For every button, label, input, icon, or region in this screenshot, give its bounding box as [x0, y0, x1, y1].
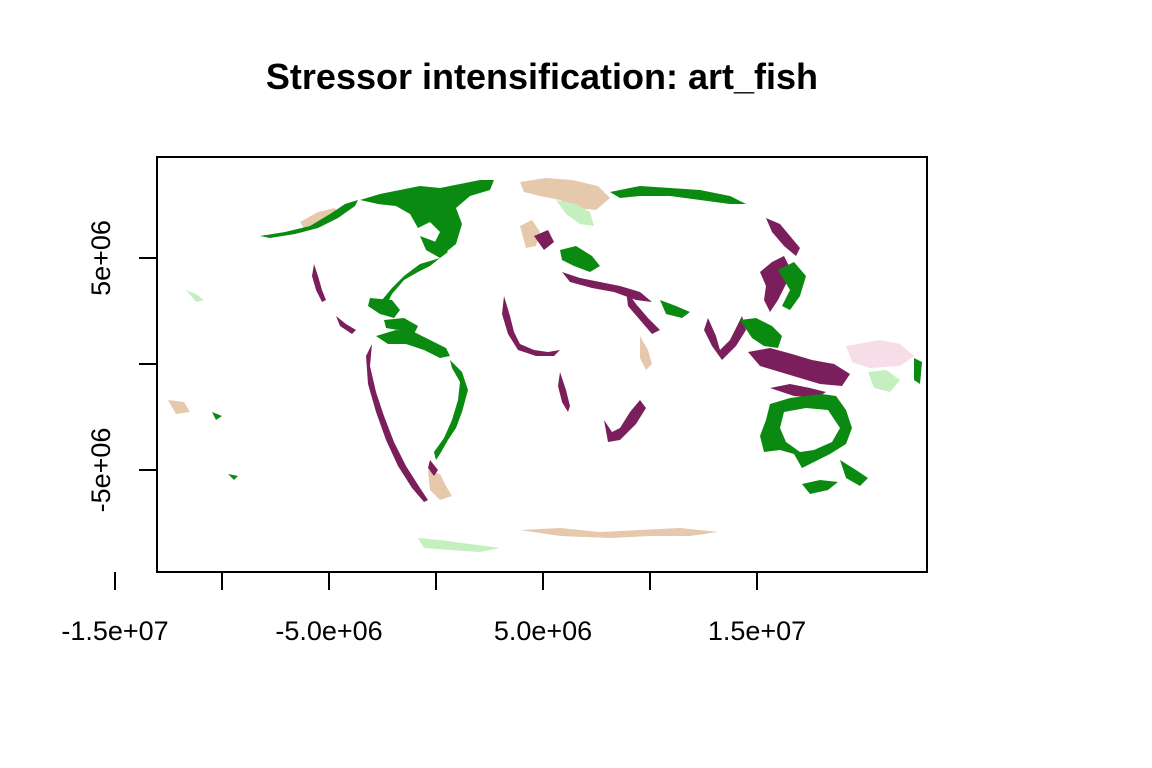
raster-europe-north-lightgreen	[556, 200, 594, 226]
raster-pacific-left-lightgreen	[186, 290, 204, 302]
raster-japan-purple	[766, 218, 800, 256]
y-tick-label-0: 5e+06	[86, 220, 116, 296]
raster-china-green	[778, 262, 806, 310]
raster-alaska-green	[260, 200, 358, 238]
raster-caribbean-green	[384, 318, 418, 334]
raster-europe-tan	[520, 220, 540, 248]
raster-indonesia-purple2	[770, 384, 826, 398]
raster-antarctic-tan	[520, 528, 718, 538]
raster-sa-north-green	[376, 330, 450, 358]
x-tick-label-2: 5.0e+06	[494, 616, 592, 646]
raster-baltic-purple	[534, 230, 554, 250]
raster-alaska-tan	[300, 208, 338, 230]
raster-pacific-left-tan	[168, 400, 190, 414]
x-tick-label-1: -5.0e+06	[275, 616, 382, 646]
x-tick-label-3: 1.5e+07	[708, 616, 806, 646]
raster-eafrica-purple	[604, 400, 646, 442]
raster-arctic-canada	[360, 180, 494, 252]
raster-russia-pacific	[610, 186, 746, 204]
raster-india-purple	[704, 316, 746, 360]
raster-patagonia-tan	[428, 470, 452, 500]
raster-pacific-pink	[846, 340, 914, 368]
plot-title: Stressor intensification: art_fish	[265, 56, 819, 97]
raster-eafrica-tan	[640, 336, 652, 370]
raster-sa-west-purple	[366, 344, 428, 502]
raster-mexico-purple	[336, 316, 356, 334]
y-tick-label-1: -5e+06	[86, 428, 116, 513]
raster-sa-east-green	[434, 360, 468, 460]
raster-greenland-tan	[520, 178, 610, 210]
raster-australia-inner-white	[780, 408, 840, 452]
raster-europe-green	[560, 246, 600, 272]
x-axis-ticks: -1.5e+07 -5.0e+06 5.0e+06 1.5e+07	[61, 572, 806, 646]
raster-med-purple	[562, 272, 652, 302]
stressor-raster	[168, 178, 922, 552]
raster-pacific-left-green2	[228, 474, 238, 480]
y-axis-ticks: 5e+06 -5e+06	[86, 220, 157, 512]
raster-nz-green	[840, 460, 868, 486]
raster-sa-south-purple	[428, 460, 438, 476]
raster-wafrica-purple	[502, 296, 560, 356]
raster-pacific-green-right	[914, 358, 922, 384]
raster-antarctic-lightgreen	[418, 538, 500, 552]
raster-redsea-purple	[626, 290, 660, 334]
raster-pacific-left-green	[212, 412, 222, 420]
raster-na-west-purple	[312, 264, 326, 302]
raster-australia-south	[802, 480, 838, 494]
raster-hudson-green	[420, 236, 448, 258]
raster-gulf-green	[368, 298, 400, 318]
x-tick-label-0: -1.5e+07	[61, 616, 168, 646]
raster-pacific-lightgreen	[868, 370, 900, 392]
raster-indonesia-purple	[748, 348, 850, 386]
raster-seasia-green	[740, 318, 782, 348]
raster-persian-green	[660, 300, 690, 318]
raster-safrica-purple	[558, 372, 570, 412]
